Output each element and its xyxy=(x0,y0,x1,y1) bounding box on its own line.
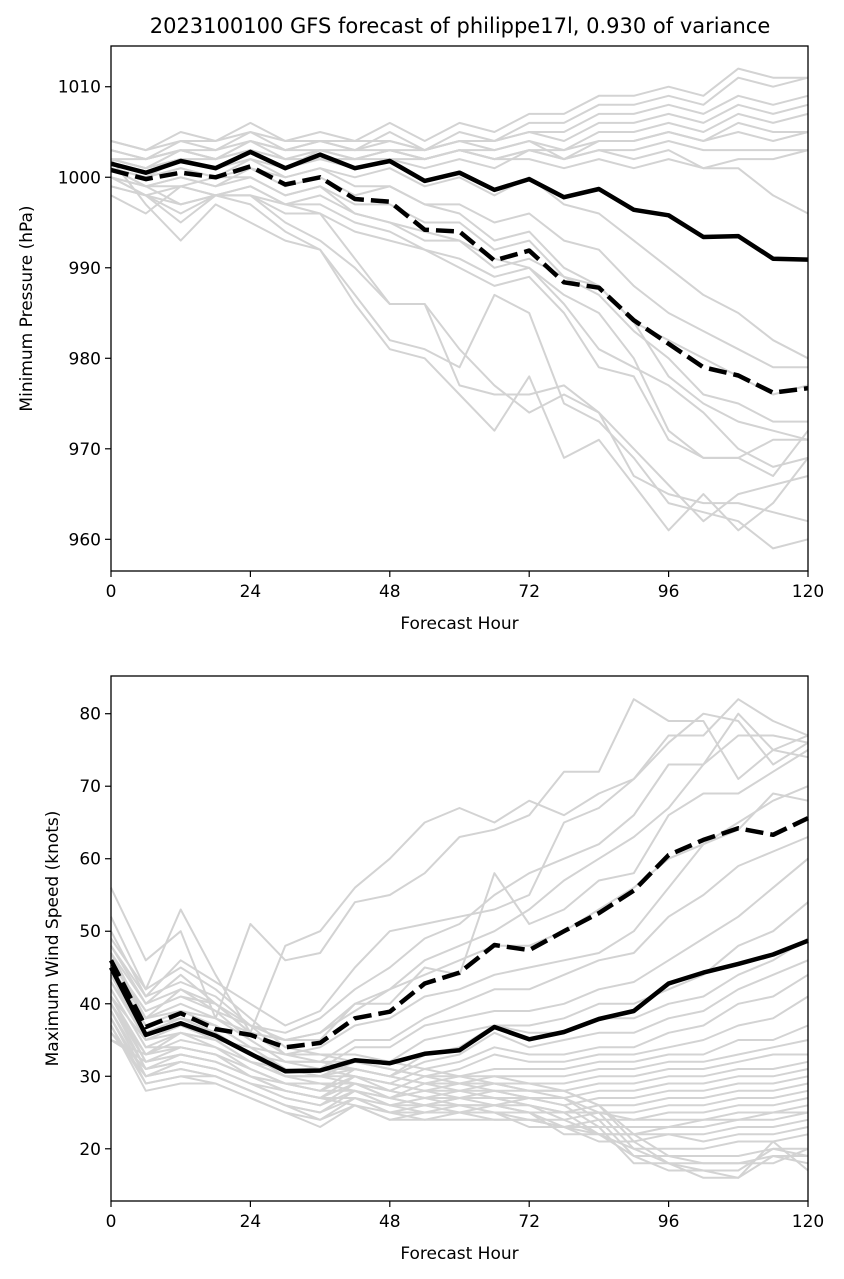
pressure-y-tick-label: 980 xyxy=(69,349,101,369)
pressure-x-tick-label: 72 xyxy=(518,582,540,602)
wind-y-tick-label: 40 xyxy=(79,995,101,1015)
wind-mean-solid-line xyxy=(109,938,809,1074)
pressure-x-tick-label: 48 xyxy=(379,582,401,602)
wind-member-line-5 xyxy=(110,734,809,1041)
wind-y-tick-label: 50 xyxy=(79,922,101,942)
pressure-member-line-13 xyxy=(110,167,809,396)
wind-member-line-12 xyxy=(110,937,809,1078)
pressure-x-tick-label: 96 xyxy=(658,582,680,602)
wind-x-tick-label: 120 xyxy=(792,1212,824,1232)
pressure-member-line-7 xyxy=(110,140,808,161)
chart-title: 2023100100 GFS forecast of philippe17l, … xyxy=(150,14,771,38)
pressure-x-axis-label: Forecast Hour xyxy=(400,614,518,634)
wind-panel: 0 24 48 72 96 120 20 30 40 50 60 70 80 Forecast Hour M… xyxy=(43,675,824,1264)
wind-member-line-4 xyxy=(110,712,809,1034)
wind-member-line-2 xyxy=(110,698,809,1034)
wind-member-line-24 xyxy=(110,1032,809,1121)
wind-x-axis-label: Forecast Hour xyxy=(400,1244,518,1264)
pressure-member-line-11 xyxy=(110,158,809,360)
pressure-member-line-16 xyxy=(110,167,809,468)
pressure-y-axis-label: Minimum Pressure (hPa) xyxy=(17,205,37,411)
pressure-member-line-1 xyxy=(110,67,808,152)
pressure-mean-dashed-line xyxy=(110,164,809,395)
wind-member-line-28 xyxy=(110,1003,809,1136)
wind-y-axis-label: Maximum Wind Speed (knots) xyxy=(43,811,63,1067)
pressure-member-line-10 xyxy=(110,149,809,215)
wind-member-line-7 xyxy=(110,785,809,1041)
wind-member-line-32 xyxy=(110,966,808,1165)
wind-member-line-1 xyxy=(110,698,809,1020)
wind-x-tick-label: 24 xyxy=(240,1212,262,1232)
pressure-x-tick-label: 0 xyxy=(106,582,117,602)
pressure-y-tick-label: 970 xyxy=(69,440,101,460)
wind-y-tick-label: 20 xyxy=(79,1140,101,1160)
pressure-x-tick-label: 120 xyxy=(792,582,824,602)
pressure-y-tick-label: 1000 xyxy=(58,168,101,188)
wind-y-tick-label: 80 xyxy=(79,705,101,725)
wind-mean-dashed-line xyxy=(109,816,809,1050)
pressure-y-tick-label: 1010 xyxy=(58,78,101,98)
wind-y-tick-label: 60 xyxy=(79,850,101,870)
wind-member-line-3 xyxy=(110,712,809,1027)
pressure-member-line-12 xyxy=(110,167,808,369)
wind-x-tick-label: 96 xyxy=(658,1212,680,1232)
wind-y-tick-label: 70 xyxy=(79,777,101,797)
pressure-member-line-2 xyxy=(110,76,809,161)
wind-member-line-14 xyxy=(110,973,809,1092)
pressure-x-tick-label: 24 xyxy=(240,582,262,602)
pressure-mean-solid-line xyxy=(110,149,809,262)
wind-x-tick-label: 48 xyxy=(379,1212,401,1232)
pressure-axes-frame xyxy=(110,45,809,572)
pressure-y-tick-label: 960 xyxy=(69,530,101,550)
pressure-panel: 0 24 48 72 96 120 960 970 980 990 1000 1010 Forecast… xyxy=(17,45,824,634)
wind-member-line-26 xyxy=(110,1039,808,1128)
wind-member-line-36 xyxy=(110,937,809,1165)
wind-x-tick-label: 72 xyxy=(518,1212,540,1232)
pressure-y-tick-label: 990 xyxy=(69,259,101,279)
pressure-member-line-17 xyxy=(110,176,808,459)
wind-x-tick-label: 0 xyxy=(106,1212,117,1232)
pressure-member-line-20 xyxy=(110,158,809,532)
wind-axes-frame xyxy=(110,675,809,1202)
pressure-member-line-22 xyxy=(110,185,809,523)
pressure-member-line-14 xyxy=(110,176,808,423)
wind-member-line-34 xyxy=(110,952,809,1179)
wind-y-tick-label: 30 xyxy=(79,1067,101,1087)
